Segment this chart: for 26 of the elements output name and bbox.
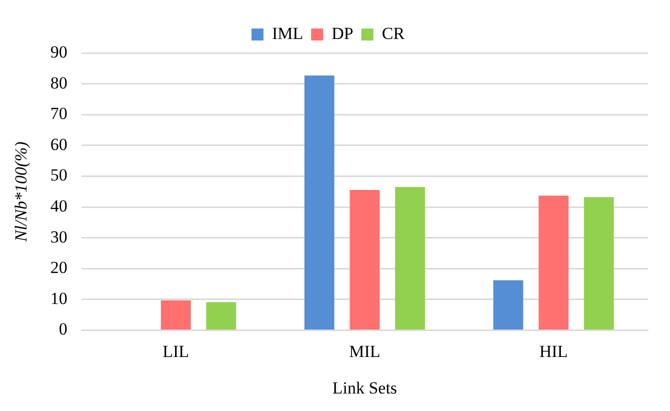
bar bbox=[350, 190, 380, 330]
y-tick-label: 0 bbox=[58, 320, 68, 339]
y-tick-label: 60 bbox=[50, 134, 68, 154]
legend-label: DP bbox=[332, 24, 354, 43]
y-axis-title: Nl/Nb*100(%) bbox=[12, 141, 31, 243]
legend-label: IML bbox=[272, 24, 304, 43]
bar bbox=[206, 302, 236, 330]
x-tick-label: HIL bbox=[539, 342, 568, 361]
legend-label: CR bbox=[382, 24, 406, 43]
y-tick-label: 90 bbox=[50, 42, 68, 62]
bar bbox=[493, 280, 524, 330]
bar bbox=[538, 196, 569, 330]
x-axis-title: Link Sets bbox=[332, 378, 398, 398]
y-tick-label: 20 bbox=[50, 258, 68, 278]
bar bbox=[584, 197, 614, 330]
bar bbox=[395, 186, 425, 330]
y-tick-label: 10 bbox=[50, 288, 68, 308]
y-tick-label: 70 bbox=[50, 104, 68, 124]
y-tick-label: 40 bbox=[50, 196, 68, 216]
y-tick-label: 80 bbox=[50, 73, 68, 92]
bar bbox=[160, 300, 191, 330]
x-tick-label: LIL bbox=[162, 342, 190, 361]
x-tick-label: MIL bbox=[349, 342, 380, 361]
y-tick-label: 50 bbox=[50, 166, 68, 185]
y-tick-label: 30 bbox=[50, 227, 68, 246]
bar bbox=[304, 75, 334, 330]
